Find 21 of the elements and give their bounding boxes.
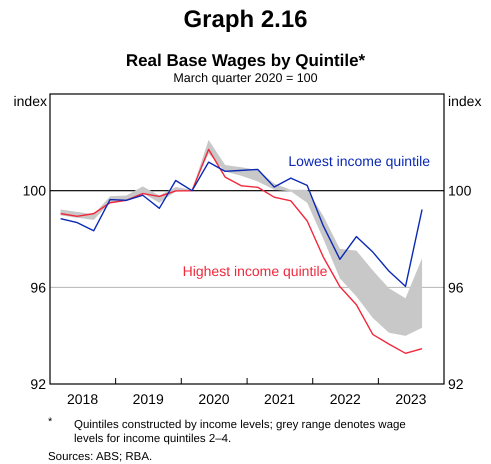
y-tick-label: 92 [30,376,46,392]
x-tick-label: 2022 [330,391,362,407]
chart-title: Graph 2.16 [183,6,308,33]
chart-subtitle: Real Base Wages by Quintile* [126,51,366,70]
y2-tick-label: 100 [448,182,472,199]
x-tick-label: 2018 [66,391,98,407]
x-tick-label: 2021 [264,391,296,407]
source-note: Sources: ABS; RBA. [48,451,152,463]
y2-tick-label: 92 [448,376,464,392]
y2-tick-label: 96 [448,279,464,296]
text: * Quintiles constructed by income levels; grey range denotes wage levels for income quintiles 2–4. [48,416,406,445]
y2-axis-title: index [448,93,482,109]
x-tick-label: 2019 [132,391,164,407]
x-tick-label: 2020 [198,391,230,407]
text: March quarter 2020 = 100 [173,71,318,85]
series-label: Lowest income quintile [288,153,430,169]
x-tick-label: 2023 [395,391,427,407]
y-axis-title: index [14,93,47,109]
y-tick-label: 100 [22,182,46,199]
y-tick-label: 96 [30,279,46,296]
series-label: Highest income quintile [182,263,328,279]
